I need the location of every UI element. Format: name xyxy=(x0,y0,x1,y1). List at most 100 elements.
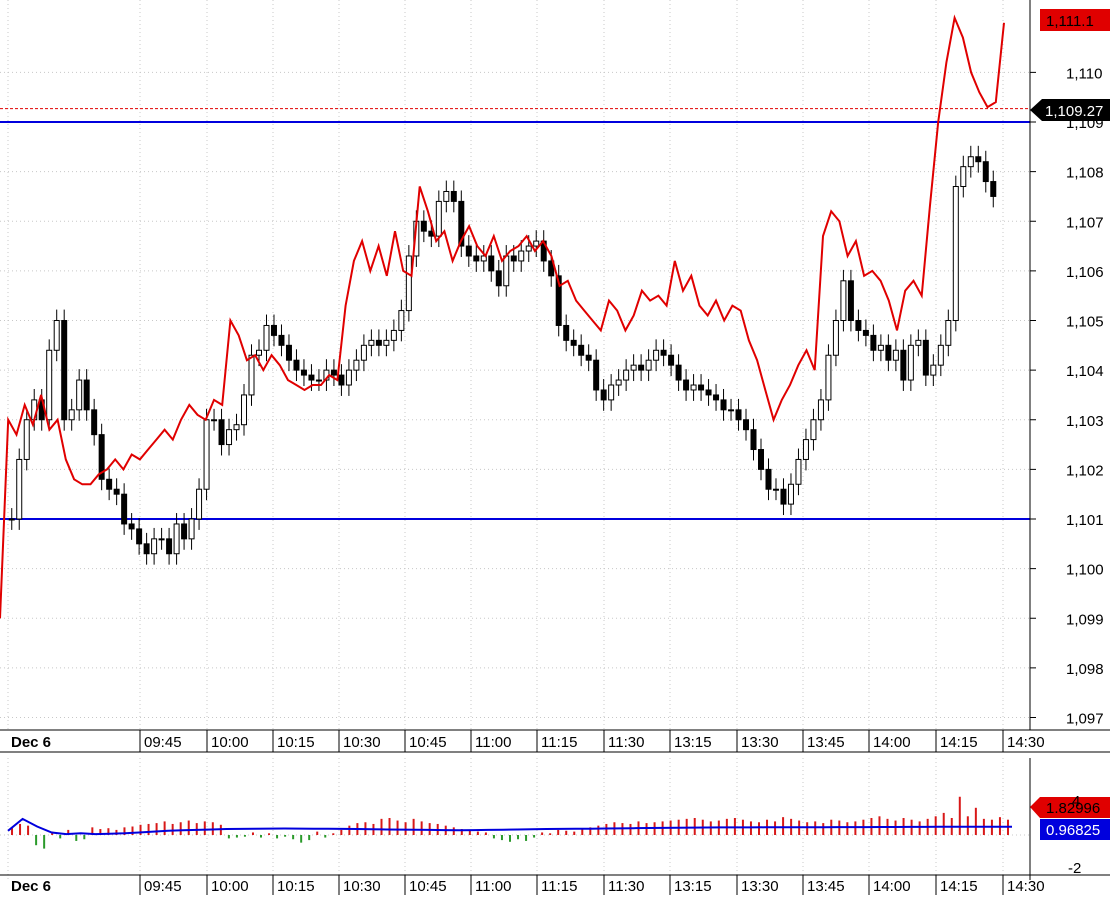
date-label-top: Dec 6 xyxy=(11,734,51,751)
candle-body xyxy=(375,339,382,346)
candle-body xyxy=(98,434,105,480)
x-tick-label: 10:00 xyxy=(211,734,249,751)
x-tick-label-lower: 10:45 xyxy=(409,878,447,895)
price-tick-label: 1,102 xyxy=(1066,462,1104,479)
price-last-badge xyxy=(1030,99,1110,121)
axes xyxy=(0,0,1110,880)
red-line-series xyxy=(0,14,1005,619)
candle-body xyxy=(151,538,158,555)
candle-body xyxy=(218,419,225,446)
candle-body xyxy=(46,349,53,421)
candle-body xyxy=(68,409,75,421)
price-tick-label: 1,107 xyxy=(1066,214,1104,231)
candle-body xyxy=(241,394,248,426)
price-tick-label: 1,108 xyxy=(1066,165,1104,182)
candle-body xyxy=(345,369,352,386)
candle-body xyxy=(915,339,922,346)
candle-body xyxy=(795,458,802,485)
candle-body xyxy=(870,334,877,351)
candle-body xyxy=(61,320,68,421)
candle-body xyxy=(780,488,787,505)
candle-body xyxy=(952,186,959,321)
price-tick-label: 1,104 xyxy=(1066,363,1104,380)
price-tick-label: 1,110 xyxy=(1066,65,1102,82)
candle-body xyxy=(233,424,240,431)
candle-body xyxy=(990,181,997,197)
candle-body xyxy=(772,488,779,491)
candle-body xyxy=(937,344,944,366)
x-tick-label-lower: 11:30 xyxy=(608,878,644,895)
candle-body xyxy=(675,364,682,381)
candle-body xyxy=(548,260,555,277)
candle-body xyxy=(308,374,315,381)
indicator-histogram xyxy=(11,796,1009,849)
candle-body xyxy=(683,379,690,391)
candle-body xyxy=(555,275,562,326)
x-tick-label: 14:15 xyxy=(940,734,978,751)
candle-body xyxy=(188,518,195,540)
price-last-label: 1,109.27 xyxy=(1045,103,1103,120)
candle-body xyxy=(645,359,652,371)
candle-body xyxy=(533,240,540,247)
x-tick-label-lower: 13:30 xyxy=(741,878,779,895)
x-tick-label: 10:15 xyxy=(277,734,315,751)
candle-body xyxy=(53,320,60,351)
candle-body xyxy=(23,419,30,460)
candle-body xyxy=(967,156,974,168)
candle-body xyxy=(158,538,165,541)
candle-body xyxy=(578,344,585,356)
candle-body xyxy=(825,354,832,401)
candlestick-series xyxy=(8,145,997,565)
candle-body xyxy=(8,518,15,521)
candle-body xyxy=(390,329,397,341)
histogram-last-badge xyxy=(1030,797,1110,818)
candle-body xyxy=(802,439,809,460)
indicator-blue-line xyxy=(7,817,1012,836)
x-tick-label-lower: 09:45 xyxy=(144,878,182,895)
candle-body xyxy=(181,523,188,540)
candle-body xyxy=(810,419,817,441)
candle-body xyxy=(338,374,345,386)
candle-body xyxy=(450,190,457,202)
candle-body xyxy=(383,339,390,346)
price-tick-label: 1,097 xyxy=(1066,711,1104,728)
candle-body xyxy=(113,488,120,495)
blue-last-badge xyxy=(1040,819,1110,840)
indicator-tick-bottom: -2 xyxy=(1068,860,1081,877)
candle-body xyxy=(668,354,675,366)
x-tick-label: 14:30 xyxy=(1007,734,1045,751)
histogram-last-label: 1.82996 xyxy=(1046,800,1100,817)
candle-body xyxy=(855,320,862,331)
candle-body xyxy=(518,250,525,262)
candle-body xyxy=(630,364,637,371)
candle-body xyxy=(877,344,884,351)
candle-body xyxy=(226,429,233,446)
candle-body xyxy=(458,200,465,247)
x-tick-label: 11:00 xyxy=(475,734,511,751)
candle-body xyxy=(91,409,98,436)
price-tick-label: 1,101 xyxy=(1066,512,1104,529)
candle-body xyxy=(832,320,839,356)
candle-body xyxy=(330,369,337,376)
x-tick-label: 11:15 xyxy=(541,734,577,751)
candle-body xyxy=(892,349,899,361)
candle-body xyxy=(847,280,854,321)
candle-body xyxy=(563,324,570,341)
candle-body xyxy=(728,409,735,412)
x-tick-label: 10:30 xyxy=(343,734,381,751)
blue-indicator-path xyxy=(7,817,1012,836)
candle-body xyxy=(128,523,135,530)
x-tick-label: 09:45 xyxy=(144,734,182,751)
candle-body xyxy=(743,419,750,431)
candle-body xyxy=(368,339,375,346)
x-tick-label-lower: 10:30 xyxy=(343,878,381,895)
candle-body xyxy=(353,359,360,371)
horizontal-levels xyxy=(0,108,1030,520)
candle-body xyxy=(840,280,847,321)
candle-body xyxy=(503,255,510,287)
indicator-tick-top: 4 xyxy=(1072,793,1080,810)
candle-body xyxy=(600,389,607,401)
candle-body xyxy=(525,245,532,252)
x-axis-ticks: 09:45 09:45 10:00 10:00 10:15 10:15 10:30 10:30… xyxy=(139,730,1045,895)
